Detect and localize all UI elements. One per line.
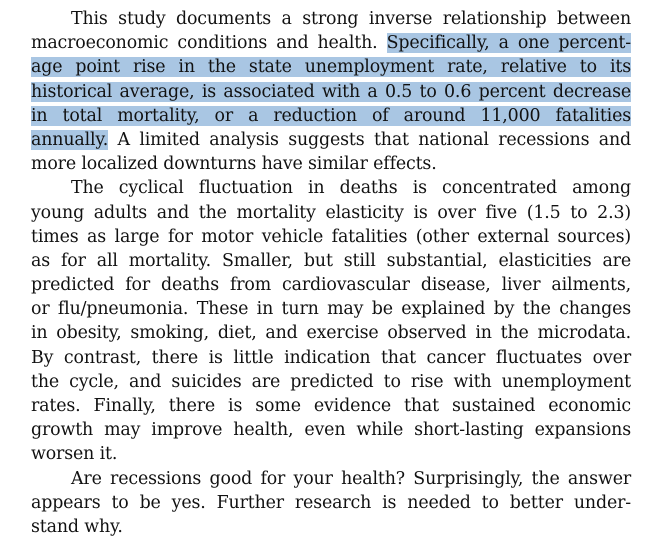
text-line: the cycle, and suicides are predicted to… — [31, 370, 631, 394]
paragraph-2: The cyclical fluctuation in deaths is co… — [31, 176, 631, 466]
text-line: rates. Finally, there is some evidence t… — [31, 394, 631, 418]
text-segment: times as large for motor vehicle fatalit… — [31, 226, 631, 247]
highlighted-text[interactable]: Specifically, a one percent- — [386, 33, 631, 54]
text-segment: appears to be yes. Further research is n… — [31, 492, 631, 513]
text-line: Are recessions good for your health? Sur… — [31, 467, 631, 491]
highlighted-text[interactable]: age point rise in the state unemployment… — [31, 57, 631, 78]
paragraph-3: Are recessions good for your health? Sur… — [31, 467, 631, 540]
text-line: growth may improve health, even while sh… — [31, 418, 631, 442]
text-line: young adults and the mortality elasticit… — [31, 201, 631, 225]
text-segment: This study documents a strong inverse re… — [71, 9, 631, 29]
text-line: more localized downturns have similar ef… — [31, 152, 631, 176]
text-segment: worsen it. — [31, 444, 118, 465]
text-segment: growth may improve health, even while sh… — [31, 420, 631, 441]
text-segment: rates. Finally, there is some evidence t… — [31, 396, 631, 416]
text-line: By contrast, there is little indication … — [31, 346, 631, 370]
text-segment: A limited analysis suggests that nationa… — [108, 129, 632, 150]
text-segment: young adults and the mortality elasticit… — [31, 202, 631, 223]
text-line: as for all mortality. Smaller, but still… — [31, 249, 631, 273]
text-segment: the cycle, and suicides are predicted to… — [31, 371, 631, 392]
text-line: macroeconomic conditions and health. Spe… — [31, 31, 631, 55]
text-line: worsen it. — [31, 442, 631, 466]
document-page: This study documents a strong inverse re… — [31, 7, 631, 539]
text-line: The cyclical fluctuation in deaths is co… — [31, 176, 631, 200]
text-line: historical average, is associated with a… — [31, 80, 631, 104]
text-line: times as large for motor vehicle fatalit… — [31, 225, 631, 249]
text-segment: predicted for deaths from cardiovascular… — [31, 275, 631, 296]
text-segment: in obesity, smoking, diet, and exercise … — [31, 323, 631, 344]
text-line: or flu/pneumonia. These in turn may be e… — [31, 297, 631, 321]
text-segment: macroeconomic conditions and health. — [31, 33, 387, 54]
text-segment: By contrast, there is little indication … — [31, 347, 631, 368]
text-line: in total mortality, or a reduction of ar… — [31, 104, 631, 128]
text-line: This study documents a strong inverse re… — [31, 7, 631, 31]
text-line: annually. A limited analysis suggests th… — [31, 128, 631, 152]
text-segment: The cyclical fluctuation in deaths is co… — [71, 178, 631, 199]
text-segment: or flu/pneumonia. These in turn may be e… — [31, 299, 631, 320]
highlighted-text[interactable]: historical average, is associated with a… — [31, 81, 631, 102]
text-segment: more localized downturns have similar ef… — [31, 154, 437, 175]
text-line: appears to be yes. Further research is n… — [31, 491, 631, 515]
text-line: in obesity, smoking, diet, and exercise … — [31, 321, 631, 345]
text-line: age point rise in the state unemployment… — [31, 55, 631, 79]
text-line: stand why. — [31, 515, 631, 539]
text-segment: stand why. — [31, 516, 123, 537]
paragraph-1: This study documents a strong inverse re… — [31, 7, 631, 176]
highlighted-text[interactable]: in total mortality, or a reduction of ar… — [31, 105, 631, 126]
highlighted-text[interactable]: annually. — [31, 129, 109, 150]
text-segment: Are recessions good for your health? Sur… — [71, 468, 631, 489]
text-segment: as for all mortality. Smaller, but still… — [31, 250, 631, 271]
text-line: predicted for deaths from cardiovascular… — [31, 273, 631, 297]
